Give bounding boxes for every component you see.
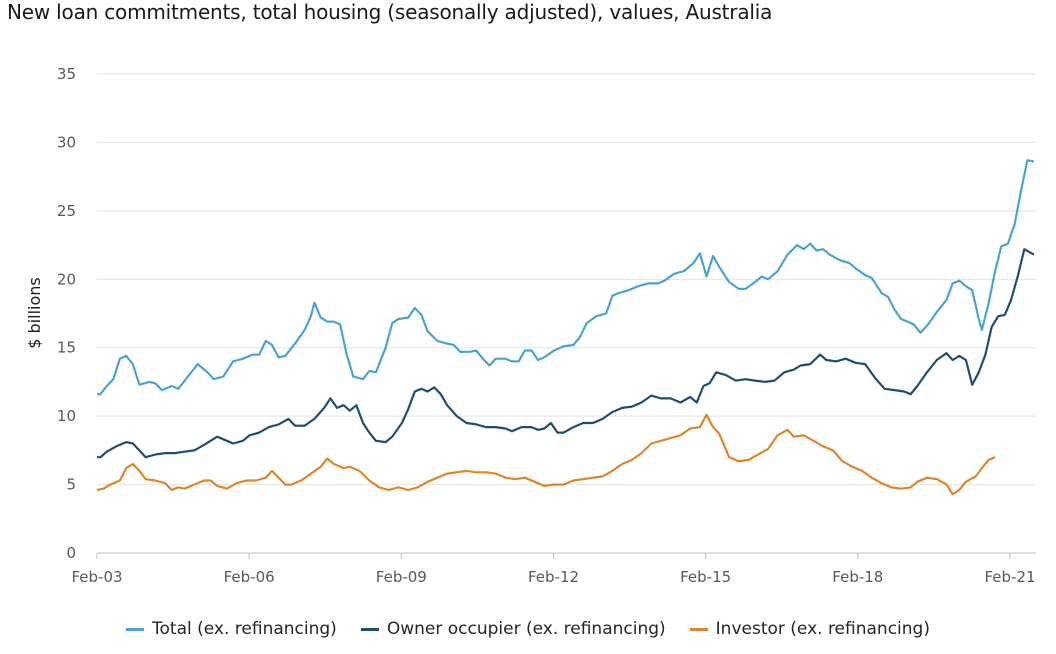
x-tick-label: Feb-18 — [832, 568, 883, 586]
x-tick-label: Feb-06 — [224, 568, 275, 586]
legend-label: Owner occupier (ex. refinancing) — [386, 619, 666, 639]
legend-item-investor: Investor (ex. refinancing) — [689, 619, 930, 639]
legend-swatch — [689, 627, 708, 631]
x-tick-label: Feb-09 — [376, 568, 427, 586]
legend: Total (ex. refinancing) Owner occupier (e… — [0, 615, 1056, 643]
series-lines — [96, 159, 1035, 496]
x-axis-ticks: Feb-03 Feb-06 Feb-09 Feb-12 Feb-15 Feb-18 Feb-… — [71, 553, 1036, 586]
legend-swatch — [126, 627, 145, 631]
y-axis-label: $ billions — [25, 277, 44, 348]
y-tick-label: 15 — [57, 339, 76, 357]
legend-label: Total (ex. refinancing) — [152, 619, 337, 639]
series-line-total — [97, 159, 1035, 396]
y-axis-ticks: 0 5 10 15 20 25 30 35 — [57, 65, 76, 562]
legend-swatch — [360, 627, 379, 631]
legend-item-owner-occupier: Owner occupier (ex. refinancing) — [360, 619, 666, 639]
series-line-owner-occupier — [97, 248, 1035, 459]
y-tick-label: 10 — [57, 407, 76, 425]
legend-label: Investor (ex. refinancing) — [715, 619, 930, 639]
x-tick-label: Feb-03 — [71, 568, 122, 586]
y-tick-label: 20 — [57, 270, 76, 288]
y-tick-label: 30 — [57, 133, 76, 151]
x-tick-label: Feb-12 — [528, 568, 579, 586]
chart-title: New loan commitments, total housing (sea… — [7, 0, 773, 24]
y-tick-label: 0 — [66, 544, 76, 562]
x-tick-label: Feb-21 — [984, 568, 1035, 586]
y-tick-label: 35 — [57, 65, 76, 83]
series-line-investor — [96, 413, 996, 496]
y-tick-label: 5 — [66, 476, 76, 494]
grid-lines — [97, 73, 1036, 486]
y-tick-label: 25 — [57, 202, 76, 220]
x-tick-label: Feb-15 — [680, 568, 731, 586]
legend-item-total: Total (ex. refinancing) — [126, 619, 337, 639]
